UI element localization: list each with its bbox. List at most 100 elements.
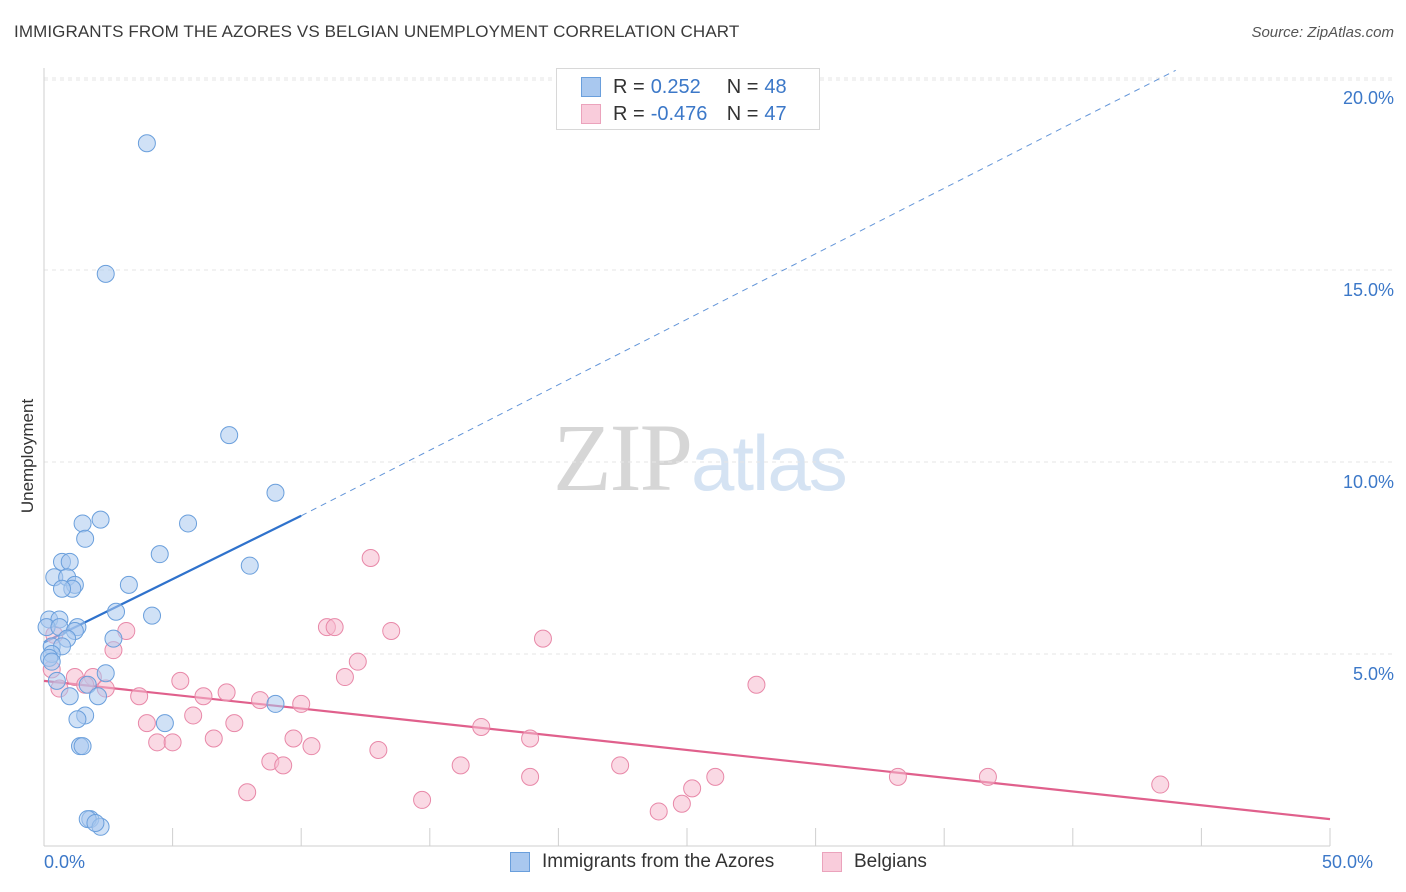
- legend-label-belgians: Belgians: [854, 851, 927, 872]
- legend-r-value: 0.252: [650, 75, 701, 98]
- point-belgians: [649, 802, 668, 821]
- point-azores: [150, 545, 169, 564]
- point-azores: [86, 813, 105, 832]
- legend-r-label: R =: [613, 75, 645, 98]
- point-belgians: [217, 683, 236, 702]
- series-legend: Immigrants from the Azores Belgians: [0, 851, 1406, 877]
- point-azores: [119, 575, 138, 594]
- point-azores: [53, 579, 72, 598]
- point-azores: [107, 602, 126, 621]
- point-belgians: [413, 790, 432, 809]
- point-azores: [60, 552, 79, 571]
- point-belgians: [194, 687, 213, 706]
- point-belgians: [325, 618, 344, 637]
- point-belgians: [204, 729, 223, 748]
- legend-swatch-belgians: [822, 852, 842, 872]
- y-tick-label: 10.0%: [1342, 472, 1394, 492]
- point-belgians: [672, 794, 691, 813]
- point-azores: [266, 483, 285, 502]
- point-azores: [143, 606, 162, 625]
- axis-layer: [43, 68, 1331, 847]
- point-azores: [220, 426, 239, 445]
- point-azores: [47, 671, 66, 690]
- trendline-azores: [43, 514, 302, 644]
- legend-label-azores: Immigrants from the Azores: [542, 851, 775, 872]
- point-belgians: [163, 733, 182, 752]
- point-belgians: [292, 694, 311, 713]
- legend-swatch-azores: [510, 852, 530, 872]
- point-belgians: [348, 652, 367, 671]
- legend-item-azores[interactable]: Immigrants from the Azores: [510, 851, 774, 873]
- point-azores: [91, 510, 110, 529]
- point-belgians: [148, 733, 167, 752]
- point-azores: [60, 687, 79, 706]
- point-belgians: [361, 549, 380, 567]
- watermark: ZIPatlas: [553, 402, 848, 513]
- point-belgians: [335, 668, 354, 687]
- point-azores: [73, 737, 92, 756]
- point-belgians: [978, 767, 997, 786]
- point-belgians: [706, 767, 725, 786]
- watermark-atlas: atlas: [691, 419, 848, 507]
- correlation-legend: R = 0.252 N = 48 R = -0.476 N = 47: [556, 68, 820, 130]
- point-belgians: [888, 767, 907, 786]
- source-label: Source: ZipAtlas.com: [1251, 24, 1394, 41]
- point-belgians: [130, 687, 149, 706]
- point-azores: [68, 710, 87, 729]
- legend-item-belgians[interactable]: Belgians: [822, 851, 927, 873]
- point-azores: [73, 514, 92, 533]
- legend-row-belgians: R = -0.476 N = 47: [581, 101, 787, 127]
- legend-r-label: R =: [613, 102, 645, 125]
- point-belgians: [137, 714, 156, 733]
- point-belgians: [533, 629, 552, 648]
- point-azores: [42, 652, 61, 671]
- point-belgians: [472, 717, 491, 736]
- point-belgians: [683, 779, 702, 798]
- point-belgians: [274, 756, 293, 775]
- point-belgians: [225, 714, 244, 733]
- legend-swatch-belgians: [581, 104, 601, 124]
- point-belgians: [184, 706, 203, 725]
- point-azores: [104, 629, 123, 648]
- point-belgians: [521, 767, 540, 786]
- point-azores: [240, 556, 259, 575]
- points-layer: [37, 134, 1170, 836]
- point-azores: [76, 529, 95, 548]
- point-azores: [155, 714, 174, 733]
- y-tick-label: 20.0%: [1342, 88, 1394, 108]
- point-belgians: [611, 756, 630, 775]
- point-azores: [137, 134, 156, 153]
- legend-n-label: N =: [726, 75, 759, 98]
- point-azores: [96, 664, 115, 683]
- point-belgians: [747, 675, 766, 694]
- point-belgians: [369, 741, 388, 759]
- legend-swatch-azores: [581, 77, 601, 97]
- point-belgians: [251, 691, 270, 710]
- chart-title: IMMIGRANTS FROM THE AZORES VS BELGIAN UN…: [14, 22, 740, 41]
- point-belgians: [451, 756, 470, 775]
- legend-row-azores: R = 0.252 N = 48: [581, 74, 787, 100]
- y-tick-label: 15.0%: [1342, 280, 1394, 300]
- point-belgians: [1151, 775, 1170, 794]
- point-belgians: [382, 621, 401, 640]
- point-belgians: [284, 729, 303, 748]
- point-azores: [89, 687, 108, 706]
- point-azores: [266, 694, 285, 713]
- legend-n-label: N =: [726, 102, 759, 125]
- point-belgians: [302, 737, 321, 756]
- y-tick-label: 5.0%: [1352, 664, 1394, 684]
- point-azores: [179, 514, 198, 533]
- point-azores: [96, 264, 115, 283]
- point-belgians: [171, 671, 190, 690]
- legend-r-value: -0.476: [650, 102, 708, 125]
- point-azores: [78, 675, 97, 694]
- legend-n-value: 48: [764, 75, 787, 98]
- trendline-azores-extension: [300, 69, 1176, 517]
- trend-layer: [43, 69, 1331, 821]
- watermark-zip: ZIP: [553, 404, 693, 511]
- legend-n-value: 47: [764, 102, 787, 125]
- point-belgians: [238, 783, 257, 802]
- x-tick-label-max: 50.0%: [1322, 852, 1374, 872]
- x-tick-label-min: 0.0%: [44, 852, 86, 872]
